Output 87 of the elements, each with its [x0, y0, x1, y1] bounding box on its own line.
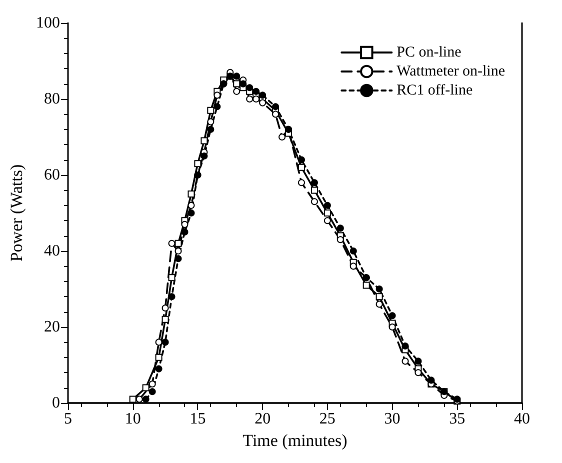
point — [188, 190, 195, 198]
point — [259, 92, 266, 99]
point — [278, 134, 286, 140]
x-tick-label: 10 — [124, 410, 141, 428]
legend-label: PC on-line — [396, 44, 462, 60]
point — [233, 88, 240, 95]
point — [136, 396, 143, 403]
point — [252, 96, 260, 102]
point — [414, 358, 422, 365]
x-tick-label: 35 — [449, 410, 466, 428]
point — [148, 380, 156, 388]
point — [336, 224, 344, 232]
point — [376, 300, 383, 308]
point — [298, 156, 305, 164]
point — [428, 376, 435, 384]
point — [272, 103, 280, 110]
point — [388, 324, 396, 330]
point — [214, 92, 221, 99]
point — [200, 152, 208, 160]
point — [233, 80, 240, 88]
point — [200, 137, 208, 144]
x-tick-label: 15 — [190, 410, 206, 428]
y-tick-label: 60 — [44, 166, 60, 184]
point — [162, 304, 169, 312]
point — [259, 99, 266, 106]
point — [168, 274, 176, 282]
point — [181, 228, 188, 236]
point — [162, 338, 169, 346]
point — [155, 365, 162, 372]
point — [362, 282, 370, 289]
point — [155, 338, 162, 346]
point — [142, 384, 150, 392]
point — [246, 96, 254, 102]
point — [148, 388, 156, 396]
point — [188, 202, 195, 209]
x-axis-title: Time (minutes) — [242, 430, 348, 450]
point — [233, 72, 240, 80]
point — [324, 217, 331, 224]
point — [162, 316, 169, 323]
x-tick-label: 40 — [514, 410, 530, 428]
point — [168, 240, 176, 247]
point — [129, 396, 136, 403]
x-tick-label: 30 — [384, 410, 400, 428]
point — [272, 110, 280, 118]
y-tick-label: 80 — [44, 90, 60, 108]
x-tick-label: 5 — [64, 410, 72, 428]
y-axis-title: Power (Watts) — [7, 164, 26, 262]
point — [324, 210, 331, 216]
point — [298, 179, 305, 186]
point — [402, 358, 409, 365]
point — [388, 312, 396, 320]
y-tick-label: 0 — [52, 394, 60, 412]
point — [207, 118, 214, 126]
point — [246, 84, 254, 92]
x-tick-label: 25 — [319, 410, 336, 428]
point — [310, 198, 318, 206]
legend-label: Wattmeter on-line — [396, 64, 506, 80]
point — [168, 293, 176, 300]
point — [174, 240, 182, 247]
point — [174, 255, 182, 262]
point — [240, 80, 247, 88]
point — [174, 248, 182, 254]
point — [324, 202, 331, 209]
point — [336, 236, 344, 244]
point — [252, 88, 260, 95]
point — [310, 179, 318, 186]
point — [188, 210, 195, 216]
x-tick-label: 20 — [254, 410, 271, 428]
y-tick-label: 40 — [44, 242, 60, 260]
point — [376, 286, 383, 292]
point — [402, 342, 409, 350]
point — [155, 354, 162, 361]
y-tick-label: 100 — [36, 14, 60, 32]
legend-label: RC1 off-line — [396, 82, 473, 98]
point — [298, 164, 305, 171]
point — [376, 293, 383, 300]
point — [181, 220, 188, 228]
point — [207, 106, 214, 114]
point — [214, 103, 221, 110]
point — [207, 126, 214, 133]
point — [350, 262, 357, 270]
point — [142, 396, 150, 403]
point — [350, 248, 357, 254]
y-tick-label: 20 — [44, 318, 60, 336]
point — [194, 160, 202, 168]
point — [310, 186, 318, 194]
point — [414, 369, 422, 376]
